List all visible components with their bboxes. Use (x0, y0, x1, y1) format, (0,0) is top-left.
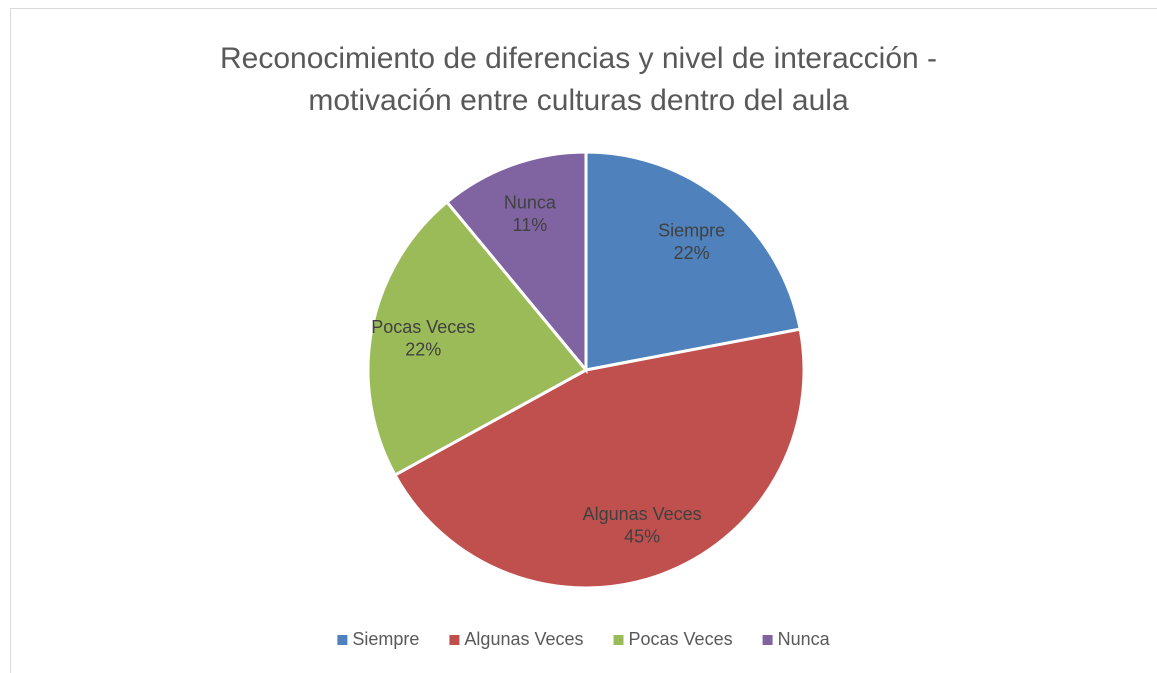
data-label: Algunas Veces 45% (583, 504, 702, 547)
data-label-category: Nunca (504, 192, 557, 212)
data-label-category: Pocas Veces (371, 317, 475, 337)
pie-slice (584, 150, 802, 372)
legend-swatch (762, 635, 773, 645)
legend-label: Pocas Veces (629, 629, 733, 649)
chart-frame (10, 8, 1157, 673)
data-label: Siempre 22% (658, 220, 725, 263)
data-label-category: Algunas Veces (583, 504, 702, 524)
legend-swatch (337, 635, 348, 645)
legend-label: Algunas Veces (464, 629, 583, 649)
pie-slice (444, 150, 588, 375)
data-label-value: 11% (513, 215, 548, 235)
data-label-category: Siempre (658, 220, 725, 240)
data-label: Nunca 11% (504, 192, 557, 235)
legend-label: Nunca (778, 629, 831, 649)
pie-slice (366, 199, 589, 478)
legend-swatch (613, 635, 624, 645)
legend: Siempre Algunas Veces Pocas Veces Nunca (337, 629, 831, 649)
data-label: Pocas Veces 22% (371, 317, 475, 360)
legend-label: Siempre (352, 629, 419, 649)
legend-swatch (449, 635, 460, 645)
data-label-value: 22% (405, 339, 441, 359)
pie-slice (392, 327, 806, 590)
data-label-value: 22% (674, 243, 710, 263)
data-label-value: 45% (624, 526, 660, 546)
